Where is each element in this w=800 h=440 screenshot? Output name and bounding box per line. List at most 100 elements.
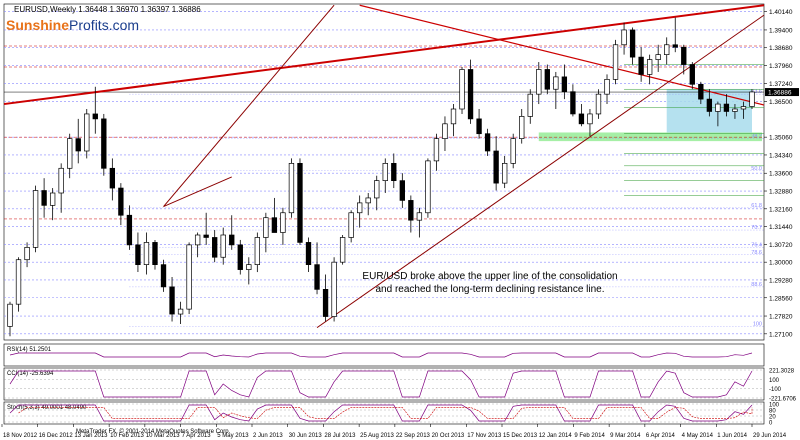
candle — [416, 207, 423, 238]
candle — [160, 259, 167, 292]
candle — [723, 94, 730, 117]
candle-body-up — [58, 167, 64, 194]
candle-body-up — [365, 197, 371, 204]
x-tick-label: 7 Apr 2013 — [182, 433, 212, 439]
candle-body-up — [459, 69, 465, 110]
candle-body-up — [374, 180, 380, 199]
candle-body-down — [399, 180, 405, 201]
x-tick-label: 20 Oct 2013 — [432, 433, 465, 439]
y-tick-label: 1.32160 — [769, 206, 793, 213]
candle-body-down — [203, 234, 209, 238]
x-tick-label: 29 Jun 2014 — [753, 433, 787, 439]
candle-body-up — [32, 190, 39, 248]
candle — [698, 81, 704, 105]
candle-body-down — [544, 69, 550, 90]
candle-body-up — [553, 76, 559, 90]
candle-body-up — [331, 261, 337, 317]
candle — [32, 185, 39, 253]
candle — [553, 71, 559, 109]
candle — [49, 188, 56, 221]
channel-upper — [163, 4, 335, 207]
candle-body-down — [169, 286, 175, 315]
candle — [664, 37, 670, 65]
candle-body-down — [92, 113, 98, 120]
candle-body-down — [75, 138, 81, 152]
candle-body-up — [527, 93, 533, 117]
y-tick-label: 1.34340 — [769, 152, 793, 159]
brand-part2: Profits.com — [69, 17, 139, 33]
candle-body-down — [160, 264, 167, 288]
indicator-level-label: 20 — [769, 415, 776, 421]
y-tick-label: 1.35060 — [769, 135, 793, 142]
candle — [84, 109, 90, 159]
candle — [237, 239, 243, 275]
candle-body-up — [646, 59, 653, 75]
candle-body-up — [254, 237, 261, 265]
candle — [638, 47, 644, 82]
candle — [450, 104, 457, 137]
candle-body-down — [212, 237, 218, 258]
x-tick-label: 13 Jan 2013 — [74, 433, 108, 439]
candle — [476, 109, 482, 139]
candle — [280, 207, 286, 245]
candle-body-down — [698, 83, 704, 100]
candle-body-up — [263, 217, 269, 238]
candle — [646, 54, 653, 85]
indicator-panes: RSI(14) 51.2501 CCI(14) -25.6394 221.3028 1… — [3, 343, 797, 427]
candle — [467, 59, 474, 124]
candle-body-up — [220, 234, 226, 258]
indicator-frame — [3, 343, 765, 367]
candle — [442, 116, 448, 151]
candle — [177, 301, 184, 324]
candle-body-down — [152, 242, 158, 265]
candle-body-up — [67, 138, 73, 169]
candle-body-down — [629, 29, 636, 58]
candle — [212, 230, 218, 263]
candle-body-up — [510, 138, 516, 164]
candle — [672, 17, 678, 53]
candle-body-up — [740, 106, 747, 110]
candle-body-up — [177, 308, 184, 315]
candle — [229, 215, 235, 250]
chart-title: EURUSD,Weekly 1.36448 1.36970 1.36397 1.… — [14, 5, 201, 14]
candle — [399, 173, 405, 208]
indicator-level-label: 80 — [769, 409, 776, 415]
candle-body-down — [578, 113, 585, 125]
y-tick-label: 1.30000 — [769, 260, 793, 267]
y-tick-label: 1.33600 — [769, 171, 793, 178]
candle — [459, 67, 465, 114]
candle — [67, 133, 73, 179]
fib-label: 88.6 — [751, 282, 762, 288]
candle — [706, 89, 713, 117]
candle — [587, 109, 593, 137]
candle — [194, 232, 201, 258]
y-tick-label: 1.38680 — [769, 45, 793, 52]
last-price-label: 1.36886 — [768, 90, 792, 97]
candle-body-up — [732, 108, 738, 112]
x-tick-label: 25 Aug 2013 — [360, 433, 394, 439]
candle — [331, 257, 337, 322]
footer-copyright: MetaTrader FX, © 2001-2014 MetaQuotes So… — [76, 428, 231, 435]
candle — [126, 205, 133, 250]
candle — [339, 235, 346, 265]
candle — [519, 109, 525, 144]
candle-body-up — [450, 108, 457, 125]
candle — [203, 212, 209, 245]
candle — [595, 89, 602, 119]
candle-body-down — [467, 69, 474, 120]
candle — [510, 133, 516, 169]
indicator-level-label: 0 — [769, 421, 773, 427]
candle — [561, 64, 568, 100]
candle-body-down — [706, 98, 713, 112]
y-tick-label: 1.28560 — [769, 295, 793, 302]
x-tick-label: 4 May 2014 — [682, 433, 714, 439]
x-tick-label: 15 Dec 2013 — [503, 433, 538, 439]
candle — [15, 257, 22, 312]
candle-body-down — [314, 264, 320, 290]
x-tick-label: 22 Sep 2013 — [396, 433, 431, 439]
candle-body-up — [246, 264, 252, 270]
candle-body-up — [15, 259, 22, 305]
candle-body-down — [237, 244, 243, 270]
